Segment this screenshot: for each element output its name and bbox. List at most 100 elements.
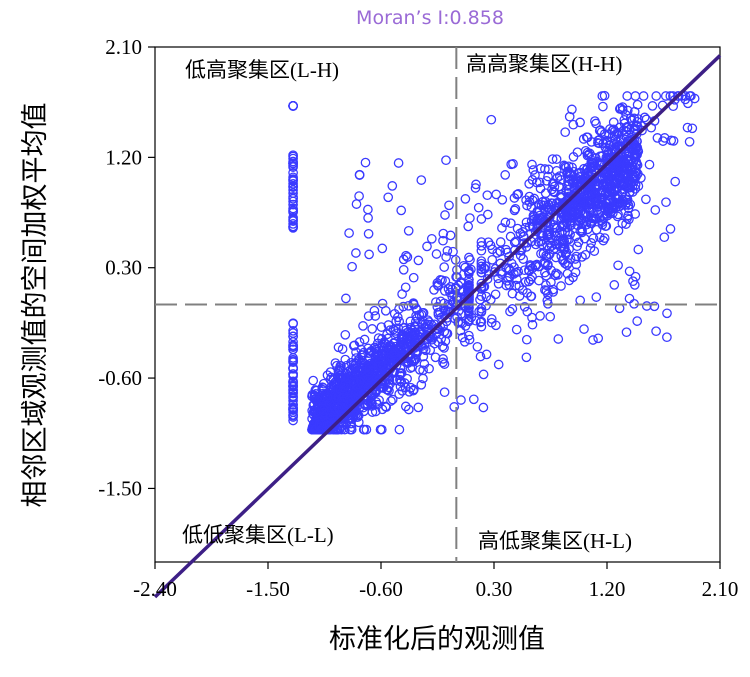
- data-point: [563, 161, 574, 172]
- data-point: [556, 281, 566, 291]
- data-point: [622, 91, 633, 101]
- data-point: [419, 359, 430, 369]
- data-point: [631, 120, 642, 131]
- data-point: [407, 362, 418, 373]
- data-point: [588, 335, 598, 345]
- data-point: [568, 119, 579, 130]
- data-point: [404, 386, 415, 397]
- data-point: [476, 307, 487, 317]
- x-axis-ticks: -2.40 -1.50 -0.60 0.30 1.20 2.10: [133, 562, 738, 601]
- data-point: [502, 247, 513, 258]
- data-point: [347, 364, 358, 375]
- data-point: [486, 314, 497, 324]
- data-point: [592, 156, 602, 167]
- y-tick-label: -1.50: [98, 476, 142, 500]
- data-point: [424, 363, 434, 374]
- data-point: [460, 321, 471, 331]
- data-point: [439, 359, 450, 369]
- data-point: [363, 204, 373, 215]
- data-point: [629, 170, 640, 180]
- data-point: [517, 285, 528, 296]
- data-point: [356, 362, 367, 373]
- data-point: [466, 264, 476, 275]
- data-point: [375, 354, 386, 365]
- data-point: [552, 214, 562, 224]
- data-point: [621, 141, 632, 151]
- data-point: [363, 374, 373, 385]
- data-point: [500, 217, 511, 228]
- data-point: [387, 181, 398, 191]
- data-point: [592, 181, 603, 192]
- data-point: [464, 267, 474, 277]
- data-point: [441, 155, 451, 166]
- data-point: [376, 350, 387, 360]
- y-tick-label: 1.20: [105, 145, 142, 169]
- data-point: [641, 301, 652, 311]
- data-point: [659, 133, 670, 143]
- data-point: [388, 338, 399, 349]
- data-point: [546, 265, 557, 276]
- data-point: [338, 382, 349, 393]
- data-point: [403, 404, 414, 415]
- data-point: [453, 316, 464, 327]
- data-point: [408, 272, 419, 283]
- data-point: [407, 325, 418, 336]
- data-point: [630, 91, 641, 101]
- data-point: [460, 194, 471, 204]
- data-point: [668, 136, 679, 146]
- data-point: [288, 357, 298, 368]
- data-point: [482, 274, 493, 284]
- data-point: [652, 133, 663, 143]
- y-axis-ticks: 2.10 1.20 0.30 -0.60 -1.50: [98, 35, 155, 500]
- data-point: [288, 342, 298, 352]
- data-point: [438, 357, 448, 368]
- data-point: [475, 317, 486, 328]
- data-point: [567, 205, 577, 216]
- data-point: [633, 181, 644, 191]
- data-point: [568, 272, 578, 283]
- data-point: [439, 262, 450, 272]
- data-point: [444, 200, 454, 211]
- data-point: [593, 333, 604, 344]
- data-point: [562, 167, 573, 178]
- data-point: [288, 101, 298, 111]
- data-point: [613, 225, 624, 236]
- quadrant-label-high-high: 高高聚集区(H-H): [466, 52, 622, 76]
- data-point: [623, 203, 634, 214]
- data-point: [560, 161, 571, 172]
- data-point: [330, 406, 340, 417]
- data-point: [561, 216, 572, 227]
- data-point: [356, 350, 367, 360]
- data-point: [557, 208, 568, 219]
- data-point: [684, 136, 695, 147]
- data-point: [571, 259, 582, 270]
- data-point: [528, 210, 539, 221]
- data-point: [505, 231, 516, 242]
- data-point: [394, 424, 405, 435]
- quadrant-label-high-low: 高低聚集区(H-L): [478, 529, 632, 553]
- data-point: [473, 202, 484, 213]
- data-point: [521, 352, 532, 363]
- data-point: [506, 159, 517, 170]
- data-point: [548, 244, 559, 255]
- data-point: [622, 213, 633, 224]
- data-point: [369, 305, 380, 316]
- data-point: [456, 395, 466, 405]
- data-point: [609, 280, 620, 290]
- data-point: [448, 297, 459, 308]
- data-point: [442, 245, 453, 256]
- data-point: [329, 378, 340, 389]
- data-point: [619, 130, 629, 140]
- data-point: [551, 154, 562, 165]
- data-point: [439, 343, 449, 353]
- data-point: [509, 205, 520, 216]
- data-point: [344, 228, 354, 238]
- data-point: [553, 334, 564, 344]
- data-point: [341, 293, 351, 304]
- data-point: [359, 406, 369, 417]
- data-point: [388, 324, 399, 335]
- data-point: [470, 183, 481, 193]
- data-point: [537, 197, 548, 207]
- data-point: [562, 234, 572, 245]
